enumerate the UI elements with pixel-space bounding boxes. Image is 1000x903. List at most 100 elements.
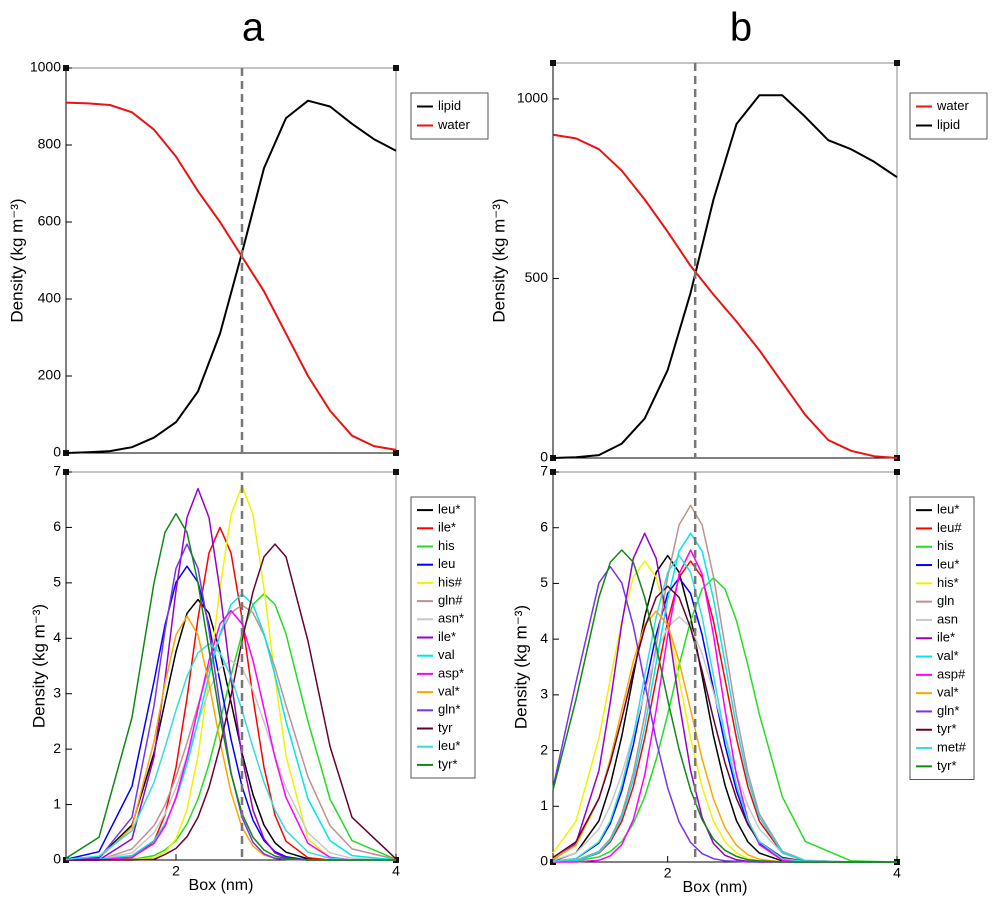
- y-tick-label: 6: [540, 518, 548, 534]
- panel-title: b: [730, 6, 752, 50]
- y-tick-label: 0: [53, 444, 61, 460]
- legend-label: asn*: [438, 611, 464, 626]
- legend-label: val*: [438, 684, 460, 699]
- y-tick-label: 7: [540, 463, 548, 479]
- corner-marker: [393, 469, 399, 475]
- y-tick-label: 5: [53, 574, 61, 590]
- y-tick-label: 1: [540, 797, 548, 813]
- y-tick-label: 5: [540, 574, 548, 590]
- data-line: [552, 133, 898, 459]
- y-axis-label: Density (kg m⁻³): [489, 198, 508, 322]
- legend-label: asp#: [937, 666, 966, 681]
- legend-label: val*: [937, 685, 959, 700]
- corner-marker: [894, 60, 900, 66]
- y-tick-label: 0: [540, 853, 548, 869]
- data-line: [65, 101, 397, 451]
- data-line: [66, 593, 397, 861]
- y-tick-label: 4: [53, 629, 61, 645]
- legend-label: asp*: [438, 665, 464, 680]
- y-tick-label: 600: [38, 213, 62, 229]
- y-tick-label: 3: [540, 686, 548, 702]
- data-line: [66, 543, 397, 861]
- x-axis-label: Box (nm): [189, 877, 254, 894]
- data-line: [552, 549, 897, 863]
- y-tick-label: 400: [38, 290, 62, 306]
- legend-label: leu*: [438, 502, 460, 517]
- x-tick-label: 2: [172, 863, 180, 879]
- data-line: [66, 604, 397, 861]
- y-tick-label: 6: [53, 518, 61, 534]
- data-line: [65, 593, 397, 861]
- corner-marker: [393, 450, 399, 456]
- data-line: [552, 94, 898, 459]
- data-line: [552, 532, 897, 863]
- legend-label: leu*: [438, 738, 460, 753]
- plot-frame: [65, 67, 397, 454]
- data-line: [65, 598, 396, 861]
- legend-label: leu#: [937, 520, 962, 535]
- data-line: [553, 549, 897, 863]
- y-axis-label: Density (kg m⁻³): [511, 605, 530, 729]
- legend-label: gln*: [438, 702, 460, 717]
- y-tick-label: 1: [53, 795, 61, 811]
- legend-label: ile*: [937, 630, 955, 645]
- plot-frame: [552, 62, 898, 459]
- legend-label: his: [937, 538, 954, 553]
- y-tick-label: 1000: [30, 59, 61, 75]
- data-line: [65, 512, 396, 861]
- legend-label: met#: [937, 739, 967, 754]
- legend-label: gln*: [937, 703, 959, 718]
- legend-label: his*: [937, 575, 959, 590]
- y-tick-label: 200: [38, 367, 62, 383]
- legend-label: water: [437, 117, 470, 132]
- legend-label: tyr*: [937, 721, 957, 736]
- y-tick-label: 800: [38, 136, 62, 152]
- data-line: [552, 585, 897, 863]
- data-line: [552, 554, 897, 863]
- data-line: [65, 99, 397, 454]
- legend-label: leu*: [937, 502, 959, 517]
- data-line: [552, 532, 897, 863]
- y-tick-label: 4: [540, 630, 548, 646]
- legend-label: his: [438, 538, 455, 553]
- y-tick-label: 500: [525, 269, 549, 285]
- legend-label: val: [438, 647, 455, 662]
- legend-label: tyr*: [438, 756, 458, 771]
- corner-marker: [393, 65, 399, 71]
- y-axis-label: Density (kg m⁻³): [7, 198, 26, 322]
- legend-box: [909, 92, 988, 140]
- x-tick-label: 4: [392, 863, 400, 879]
- x-tick-label: 2: [664, 865, 672, 881]
- y-tick-label: 1000: [517, 90, 548, 106]
- legend-label: lipid: [438, 98, 461, 113]
- y-tick-label: 7: [53, 463, 61, 479]
- data-line: [552, 577, 898, 863]
- y-tick-label: 2: [540, 741, 548, 757]
- x-axis-label: Box (nm): [683, 879, 748, 896]
- panel-title: a: [242, 6, 265, 50]
- data-line: [66, 487, 396, 861]
- data-line: [552, 504, 897, 863]
- legend-label: tyr*: [937, 758, 957, 773]
- legend-label: ile*: [438, 629, 456, 644]
- legend-label: leu*: [937, 556, 959, 571]
- corner-marker: [894, 469, 900, 475]
- y-tick-label: 3: [53, 684, 61, 700]
- y-axis-label: Density (kg m⁻³): [29, 604, 48, 728]
- legend-label: leu: [438, 556, 455, 571]
- legend-label: his#: [438, 574, 463, 589]
- data-line: [552, 577, 897, 863]
- data-line: [552, 560, 897, 863]
- legend-label: ile*: [438, 520, 456, 535]
- legend-box: [410, 92, 489, 140]
- legend-label: tyr: [438, 720, 453, 735]
- corner-marker: [550, 60, 556, 66]
- y-tick-label: 0: [540, 449, 548, 465]
- y-tick-label: 0: [53, 851, 61, 867]
- legend-label: water: [936, 98, 969, 113]
- y-tick-label: 2: [53, 740, 61, 756]
- legend-label: gln: [937, 593, 954, 608]
- x-tick-label: 4: [893, 865, 901, 881]
- legend-label: gln#: [438, 593, 463, 608]
